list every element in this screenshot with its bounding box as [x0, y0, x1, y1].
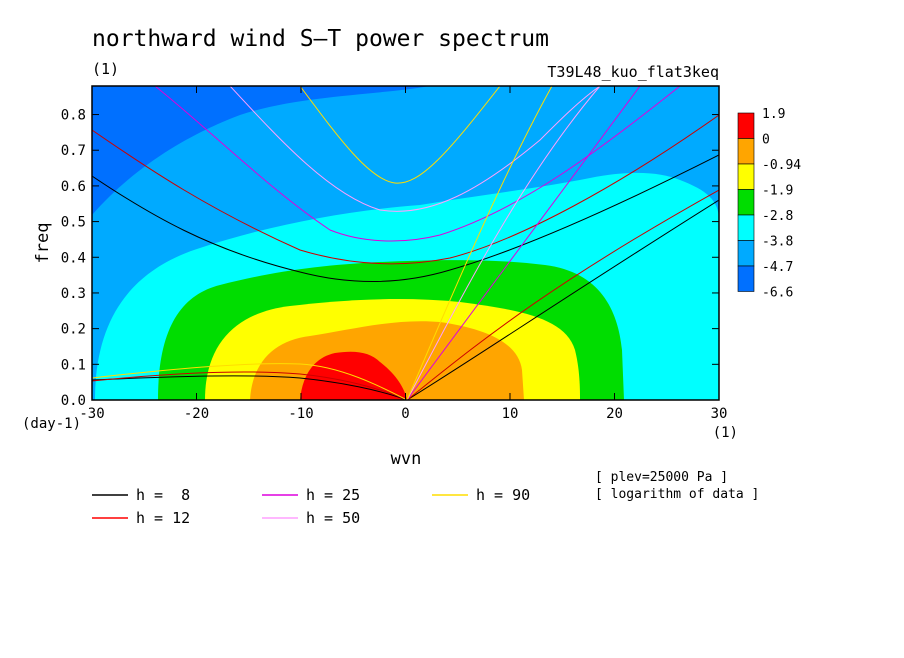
- x-axis: -30 -20 -10 0 10 20 30: [79, 86, 727, 422]
- colorbar-label: 0: [762, 133, 770, 148]
- x-unit-label: (1): [713, 425, 738, 441]
- curve-h90-yellow-a: [299, 86, 501, 184]
- legend-label: h = 12: [136, 509, 190, 527]
- y-tick-label: 0.8: [61, 108, 86, 124]
- curve-h25-magenta-b: [406, 86, 641, 400]
- x-tick-label: -20: [184, 406, 209, 422]
- y-tick-label: 0.0: [61, 393, 86, 409]
- curve-h50-pink-a: [229, 86, 601, 212]
- y-tick-label: 0.5: [61, 215, 86, 231]
- y-tick-label: 0.4: [61, 250, 86, 266]
- colorbar-label: 1.9: [762, 107, 785, 122]
- colorbar-label: -1.9: [762, 184, 793, 199]
- dispersion-lines: [92, 86, 719, 400]
- y-axis-label: freq: [33, 223, 53, 264]
- curve-ig-yellow: [92, 363, 408, 400]
- x-tick-label: 10: [502, 406, 519, 422]
- colorbar-swatch: [737, 138, 755, 165]
- curve-h90-yellow-b: [406, 86, 553, 400]
- colorbar-label: -0.94: [762, 158, 801, 173]
- curve-h12-red-b: [92, 189, 719, 400]
- curve-legend: h = 8 h = 12 h = 25 h = 50 h = 90: [92, 486, 530, 527]
- x-axis-label: wvn: [391, 449, 422, 469]
- curve-h50-pink-b: [406, 86, 601, 400]
- y-tick-label: 0.6: [61, 179, 86, 195]
- curve-h8-black-a: [92, 154, 719, 282]
- chart-subtitle-right: T39L48_kuo_flat3keq: [547, 63, 719, 81]
- colorbar-swatch: [737, 240, 755, 267]
- plot-area: [92, 86, 719, 400]
- curve-h25-magenta-a: [154, 86, 681, 242]
- x-tick-label: 20: [606, 406, 623, 422]
- y-unit-label: (day-1): [22, 416, 81, 432]
- chart-subtitle-left: (1): [92, 60, 119, 78]
- x-tick-label: -10: [288, 406, 313, 422]
- colorbar-swatch: [737, 189, 755, 216]
- colorbar-label: -3.8: [762, 235, 793, 250]
- colorbar-label: -2.8: [762, 209, 793, 224]
- colorbar-swatch: [737, 214, 755, 241]
- colorbar-swatch: [737, 112, 755, 139]
- colorbar-label: -6.6: [762, 286, 793, 301]
- note-plev: [ plev=25000 Pa ]: [595, 470, 728, 485]
- legend-label: h = 50: [306, 509, 360, 527]
- y-tick-label: 0.7: [61, 143, 86, 159]
- colorbar: 1.9 0 -0.94 -1.9 -2.8 -3.8 -4.7 -6.6: [737, 107, 801, 301]
- curve-h12-red-a: [92, 114, 719, 265]
- chart-title: northward wind S–T power spectrum: [92, 26, 549, 52]
- legend-label: h = 8: [136, 486, 190, 504]
- colorbar-swatch: [737, 163, 755, 190]
- y-tick-label: 0.1: [61, 357, 86, 373]
- legend-label: h = 90: [476, 486, 530, 504]
- y-tick-label: 0.3: [61, 286, 86, 302]
- y-tick-label: 0.2: [61, 322, 86, 338]
- curve-h8-black-b: [92, 199, 719, 400]
- x-tick-label: 30: [711, 406, 728, 422]
- legend-label: h = 25: [306, 486, 360, 504]
- x-tick-label: 0: [401, 406, 409, 422]
- note-log: [ logarithm of data ]: [595, 487, 759, 502]
- x-tick-label: -30: [79, 406, 104, 422]
- y-axis: 0.0 0.1 0.2 0.3 0.4 0.5 0.6 0.7 0.8: [61, 108, 719, 409]
- colorbar-label: -4.7: [762, 260, 793, 275]
- colorbar-swatch: [737, 265, 755, 292]
